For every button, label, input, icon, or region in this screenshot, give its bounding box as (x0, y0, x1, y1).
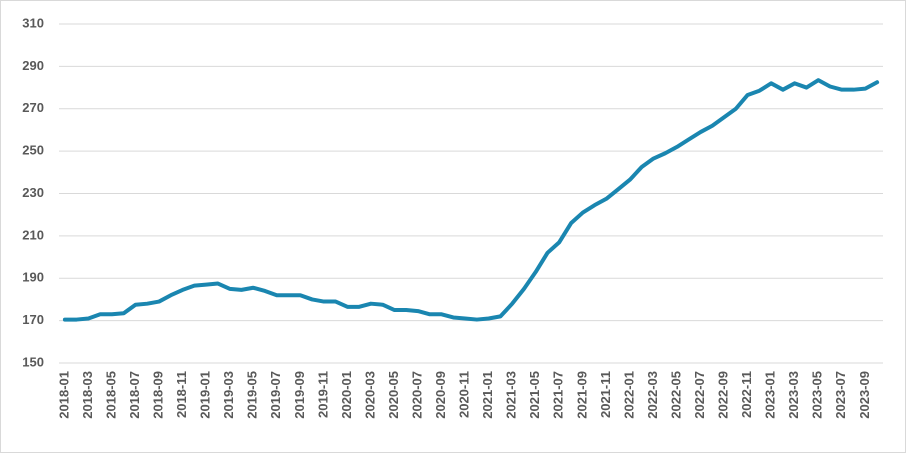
y-tick-label: 230 (22, 185, 44, 200)
x-tick-label: 2019-11 (315, 371, 330, 418)
x-tick-label: 2021-03 (504, 371, 519, 419)
x-tick-label: 2022-11 (739, 371, 754, 418)
x-tick-label: 2020-01 (339, 371, 354, 419)
x-tick-label: 2023-03 (786, 371, 801, 419)
x-tick-label: 2022-09 (716, 371, 731, 419)
x-tick-label: 2020-03 (362, 371, 377, 419)
x-tick-label: 2021-11 (598, 371, 613, 418)
x-tick-label: 2021-09 (574, 371, 589, 419)
x-tick-label: 2019-09 (292, 371, 307, 419)
x-tick-label: 2021-07 (551, 371, 566, 419)
x-tick-label: 2021-05 (527, 371, 542, 419)
x-tick-label: 2023-05 (810, 371, 825, 419)
x-tick-label: 2021-01 (480, 371, 495, 419)
x-tick-label: 2019-03 (221, 371, 236, 419)
x-tick-label: 2020-09 (433, 371, 448, 419)
x-tick-label: 2019-01 (198, 371, 213, 419)
y-tick-label: 190 (22, 270, 44, 285)
x-tick-label: 2023-09 (857, 371, 872, 419)
x-tick-label: 2022-05 (668, 371, 683, 419)
x-tick-label: 2019-07 (268, 371, 283, 419)
y-tick-label: 270 (22, 100, 44, 115)
x-tick-label: 2023-01 (763, 371, 778, 419)
y-tick-label: 150 (22, 354, 44, 369)
y-tick-label: 310 (22, 15, 44, 30)
x-tick-label: 2020-05 (386, 371, 401, 419)
y-tick-label: 170 (22, 312, 44, 327)
x-tick-label: 2018-01 (56, 371, 71, 419)
x-tick-label: 2023-07 (833, 371, 848, 419)
x-tick-label: 2018-09 (150, 371, 165, 419)
x-tick-label: 2022-01 (621, 371, 636, 419)
y-tick-label: 290 (22, 58, 44, 73)
x-tick-label: 2022-07 (692, 371, 707, 419)
x-tick-label: 2020-11 (457, 371, 472, 418)
x-tick-label: 2018-07 (127, 371, 142, 419)
x-tick-label: 2019-05 (245, 371, 260, 419)
line (62, 78, 880, 322)
x-tick-label: 2018-03 (80, 371, 95, 419)
x-tick-label: 2022-03 (645, 371, 660, 419)
x-tick-label: 2018-05 (103, 371, 118, 419)
y-tick-label: 210 (22, 227, 44, 242)
x-tick-label: 2018-11 (174, 371, 189, 418)
y-tick-label: 250 (22, 143, 44, 158)
x-tick-label: 2020-07 (409, 371, 424, 419)
